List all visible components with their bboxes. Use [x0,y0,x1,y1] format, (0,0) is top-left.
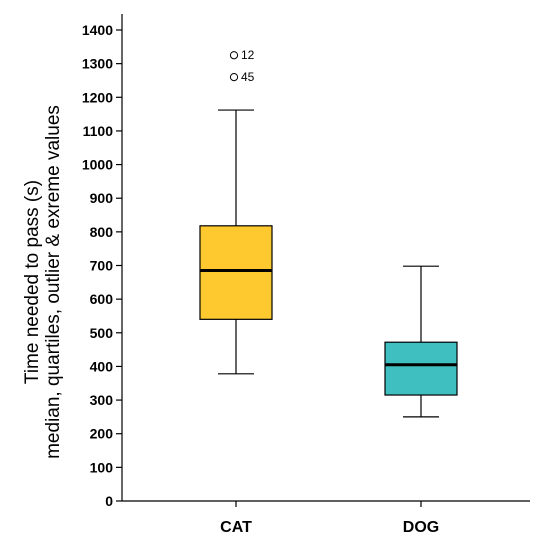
y-tick-label-1200: 1200 [82,89,113,105]
y-tick-label-900: 900 [90,190,114,206]
iqr-box-cat [199,225,273,320]
y-axis-title-line2: median, quartiles, outlier & exreme valu… [43,105,64,459]
y-axis-title-line1: Time needed to pass (s) [22,180,43,384]
x-axis-labels: CAT DOG [220,501,439,536]
y-tick-label-100: 100 [90,459,114,475]
outlier-cat-12 [229,51,239,60]
axes [121,14,530,502]
box-cat: 12 45 [199,48,273,375]
y-tick-label-1100: 1100 [83,123,114,139]
y-tick-label-300: 300 [90,392,114,408]
y-tick-label-600: 600 [90,291,114,307]
y-tick-label-500: 500 [90,325,114,341]
y-axis-title: Time needed to pass (s) median, quartile… [22,105,64,459]
y-tick-label-800: 800 [90,224,114,240]
x-label-dog: DOG [403,519,439,536]
y-tick-label-0: 0 [105,493,113,509]
iqr-box-dog [384,341,458,396]
outlier-label-cat-45: 45 [241,70,255,84]
x-label-cat: CAT [220,519,252,536]
outlier-label-cat-12: 12 [241,48,255,62]
y-tick-label-200: 200 [90,426,114,442]
y-axis-ticks: 0 100 200 300 400 500 600 700 800 900 1000 1100 1200… [82,22,122,509]
boxes: 12 45 [199,48,458,418]
y-tick-label-1400: 1400 [82,22,113,38]
y-tick-label-1300: 1300 [82,56,113,72]
y-tick-label-700: 700 [90,258,114,274]
y-tick-label-400: 400 [90,358,114,374]
y-tick-label-1000: 1000 [82,157,113,173]
outlier-cat-45 [229,73,239,82]
box-dog [384,265,458,418]
